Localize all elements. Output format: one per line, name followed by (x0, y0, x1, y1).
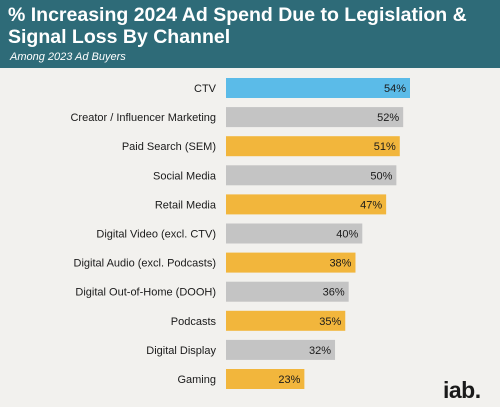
category-label: CTV (194, 83, 217, 95)
category-label: Creator / Influencer Marketing (70, 112, 216, 124)
bar-value-label: 36% (323, 287, 345, 299)
chart-header: % Increasing 2024 Ad Spend Due to Legisl… (0, 0, 500, 68)
bar (226, 223, 363, 244)
category-label: Digital Video (excl. CTV) (96, 229, 216, 241)
iab-logo: iab. (443, 377, 481, 403)
bar (226, 107, 404, 128)
category-label: Digital Display (146, 345, 216, 357)
bar-value-label: 50% (370, 170, 392, 182)
bar-value-label: 47% (360, 199, 382, 211)
bar-value-label: 35% (319, 316, 341, 328)
category-label: Digital Audio (excl. Podcasts) (74, 258, 216, 270)
bar-value-label: 38% (329, 258, 351, 270)
category-label: Retail Media (155, 199, 217, 211)
category-label: Gaming (177, 374, 216, 386)
chart-title: % Increasing 2024 Ad Spend Due to Legisl… (8, 4, 467, 48)
category-label: Paid Search (SEM) (122, 141, 216, 153)
category-label: Social Media (153, 170, 217, 182)
bar (226, 194, 387, 215)
bar-value-label: 40% (336, 229, 358, 241)
category-label: Digital Out-of-Home (DOOH) (75, 287, 216, 299)
bar (226, 252, 356, 273)
bar (226, 281, 349, 302)
bar (226, 136, 400, 157)
bar-value-label: 51% (374, 141, 396, 153)
bar (226, 339, 336, 360)
bar (226, 78, 410, 98)
bar (226, 369, 305, 389)
bar-value-label: 52% (377, 112, 399, 124)
bar (226, 165, 397, 186)
chart-subtitle: Among 2023 Ad Buyers (10, 51, 126, 63)
bar (226, 310, 346, 331)
bar-value-label: 54% (384, 83, 406, 95)
bar-value-label: 23% (278, 374, 300, 386)
bar-value-label: 32% (309, 345, 331, 357)
category-label: Podcasts (171, 316, 217, 328)
